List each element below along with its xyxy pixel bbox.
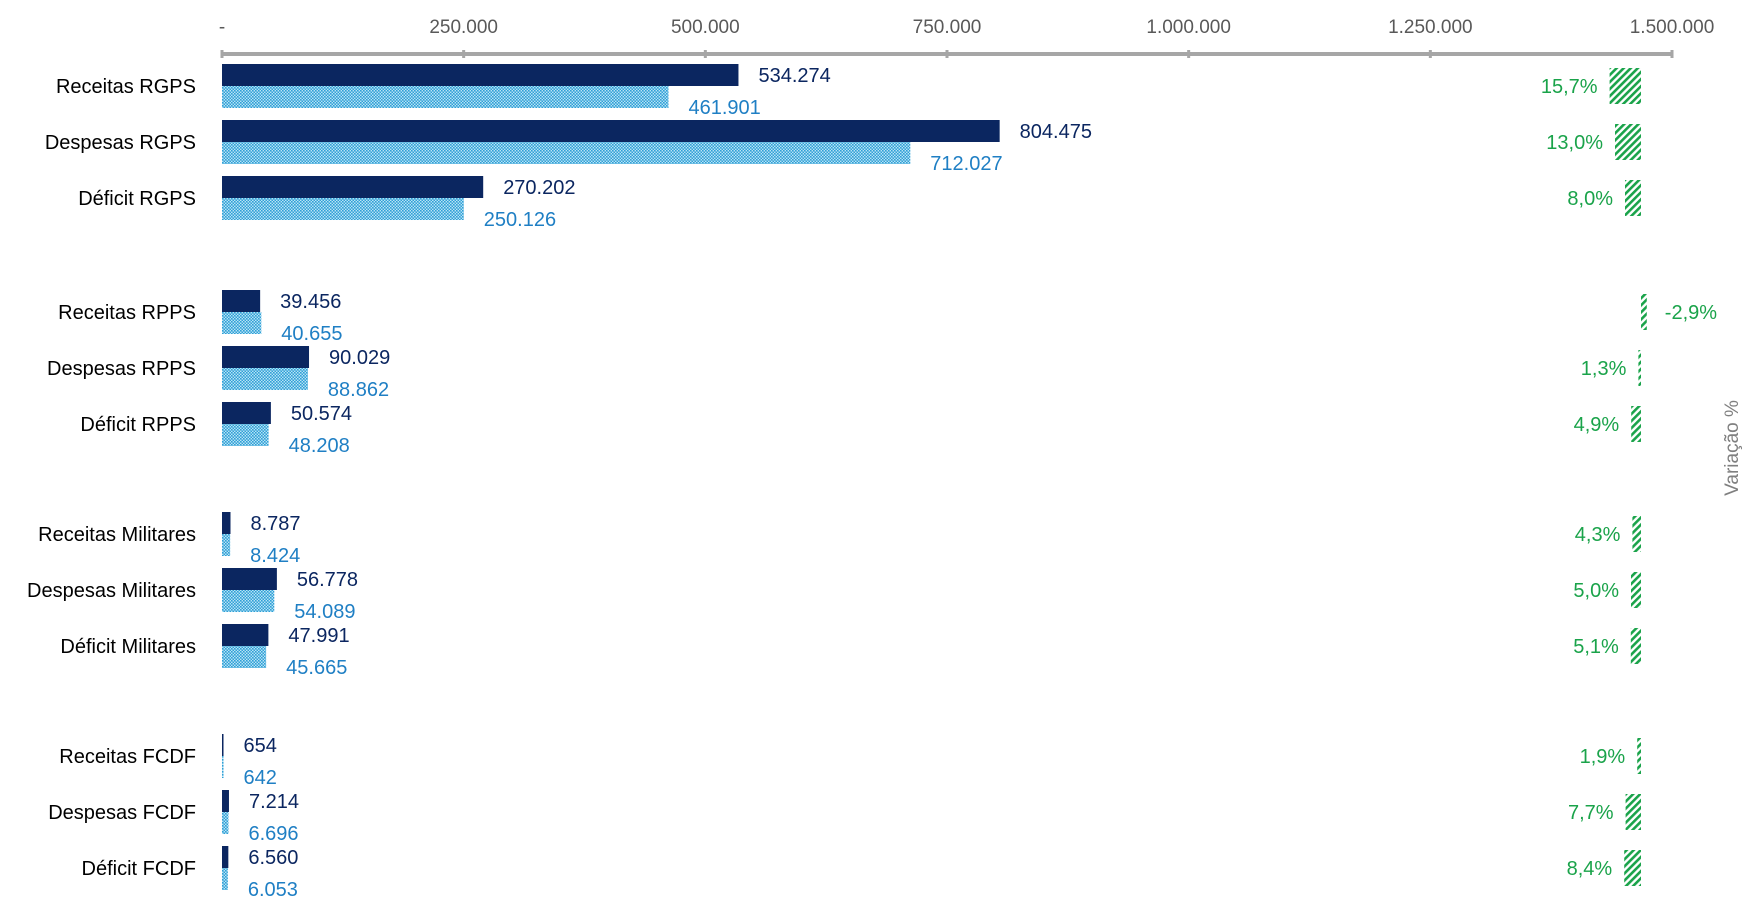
bar-series-1: [222, 624, 269, 646]
variation-label: 13,0%: [1546, 132, 1603, 154]
category-label: Déficit Militares: [60, 636, 196, 658]
data-label-series-2: 461.901: [689, 97, 761, 119]
variation-label: 1,3%: [1581, 358, 1627, 380]
variation-bar: [1637, 738, 1641, 774]
data-label-series-1: 56.778: [297, 569, 358, 591]
bar-series-1: [222, 120, 1000, 142]
x-axis: - 250.000 500.000 750.000 1.000.000 1.250.000…: [219, 17, 1714, 58]
data-label-series-2: 642: [244, 767, 277, 789]
category-label: Receitas RPPS: [58, 302, 196, 324]
bar-series-2: [222, 646, 267, 668]
data-label-series-1: 50.574: [291, 403, 352, 425]
data-label-series-2: 6.696: [248, 823, 298, 845]
data-label-series-2: 48.208: [289, 435, 350, 457]
category-label: Déficit RGPS: [78, 188, 196, 210]
data-label-series-2: 40.655: [281, 323, 342, 345]
x-tick-label: 750.000: [913, 17, 982, 38]
variation-bar: [1625, 794, 1641, 830]
variation-label: 5,1%: [1573, 636, 1619, 658]
category-label: Despesas Militares: [27, 580, 196, 602]
bar-series-1: [222, 790, 229, 812]
category-label: Despesas FCDF: [48, 802, 196, 824]
data-label-series-2: 712.027: [930, 153, 1002, 175]
data-label-series-1: 654: [244, 735, 277, 757]
category-label: Déficit RPPS: [80, 414, 196, 436]
variation-label: 1,9%: [1580, 746, 1626, 768]
data-label-series-1: 47.991: [288, 625, 349, 647]
bar-series-2: [222, 812, 229, 834]
variation-label: 15,7%: [1541, 76, 1598, 98]
data-label-series-1: 90.029: [329, 347, 390, 369]
bar-series-1: [222, 290, 261, 312]
data-label-series-2: 54.089: [294, 601, 355, 623]
category-label: Receitas RGPS: [56, 76, 196, 98]
data-label-series-2: 250.126: [484, 209, 556, 231]
variation-bar: [1641, 294, 1647, 330]
data-label-series-1: 6.560: [248, 847, 298, 869]
variation-label: 8,0%: [1567, 188, 1613, 210]
variation-bar: [1638, 350, 1641, 386]
variation-label: -2,9%: [1665, 302, 1717, 324]
category-label: Despesas RPPS: [47, 358, 196, 380]
bar-series-2: [222, 424, 269, 446]
bar-series-1: [222, 402, 271, 424]
bar-series-1: [222, 346, 310, 368]
category-label: Receitas FCDF: [59, 746, 196, 768]
data-label-series-1: 8.787: [250, 513, 300, 535]
x-tick-label: 1.250.000: [1388, 17, 1473, 38]
bar-series-2: [222, 868, 228, 890]
variation-bar: [1624, 850, 1641, 886]
x-tick-label: 1.500.000: [1630, 17, 1715, 38]
data-label-series-1: 534.274: [758, 65, 830, 87]
bar-series-2: [222, 756, 224, 778]
bar-series-2: [222, 590, 275, 612]
variation-label: 8,4%: [1567, 858, 1613, 880]
bar-series-1: [222, 512, 231, 534]
variation-label: 4,3%: [1575, 524, 1621, 546]
bar-series-1: [222, 568, 277, 590]
variation-bar: [1609, 68, 1641, 104]
data-label-series-1: 270.202: [503, 177, 575, 199]
variation-label: 5,0%: [1573, 580, 1619, 602]
category-label: Déficit FCDF: [82, 858, 196, 880]
data-label-series-2: 8.424: [250, 545, 300, 567]
data-label-series-1: 804.475: [1020, 121, 1092, 143]
variation-bar: [1632, 516, 1641, 552]
data-label-series-2: 6.053: [248, 879, 298, 899]
variation-bar: [1615, 124, 1641, 160]
variation-label: 4,9%: [1574, 414, 1620, 436]
variation-label: 7,7%: [1568, 802, 1614, 824]
bars: Receitas RGPS 534.274 461.901 Despesas RGPS…: [27, 64, 1092, 901]
variation-bar: [1631, 572, 1641, 608]
bar-series-2: [222, 142, 911, 164]
bar-series-2: [222, 534, 231, 556]
variation-bar: [1630, 628, 1641, 664]
x-tick-label: 250.000: [429, 17, 498, 38]
bar-series-1: [222, 846, 229, 868]
category-label: Receitas Militares: [38, 524, 196, 546]
bar-series-2: [222, 86, 669, 108]
bar-series-2: [222, 198, 464, 220]
x-tick-label: 1.000.000: [1146, 17, 1231, 38]
variation-bar: [1625, 180, 1641, 216]
category-label: Despesas RGPS: [45, 132, 196, 154]
variation-bar: [1631, 406, 1641, 442]
x-tick-label: -: [219, 17, 225, 38]
x-tick-label: 500.000: [671, 17, 740, 38]
bar-series-1: [222, 64, 739, 86]
data-label-series-1: 7.214: [249, 791, 299, 813]
bar-series-2: [222, 312, 262, 334]
data-label-series-2: 88.862: [328, 379, 389, 401]
bar-series-1: [222, 176, 484, 198]
secondary-axis-label: Variação %: [1722, 400, 1743, 496]
bar-series-2: [222, 368, 308, 390]
data-label-series-1: 39.456: [280, 291, 341, 313]
bar-series-1: [222, 734, 224, 756]
data-label-series-2: 45.665: [286, 657, 347, 679]
variation-bars: 15,7% 13,0% 8,0% -2,9% 1,3% 4,9% 4,3% 5,0% 5,1% 1…: [1541, 68, 1717, 886]
